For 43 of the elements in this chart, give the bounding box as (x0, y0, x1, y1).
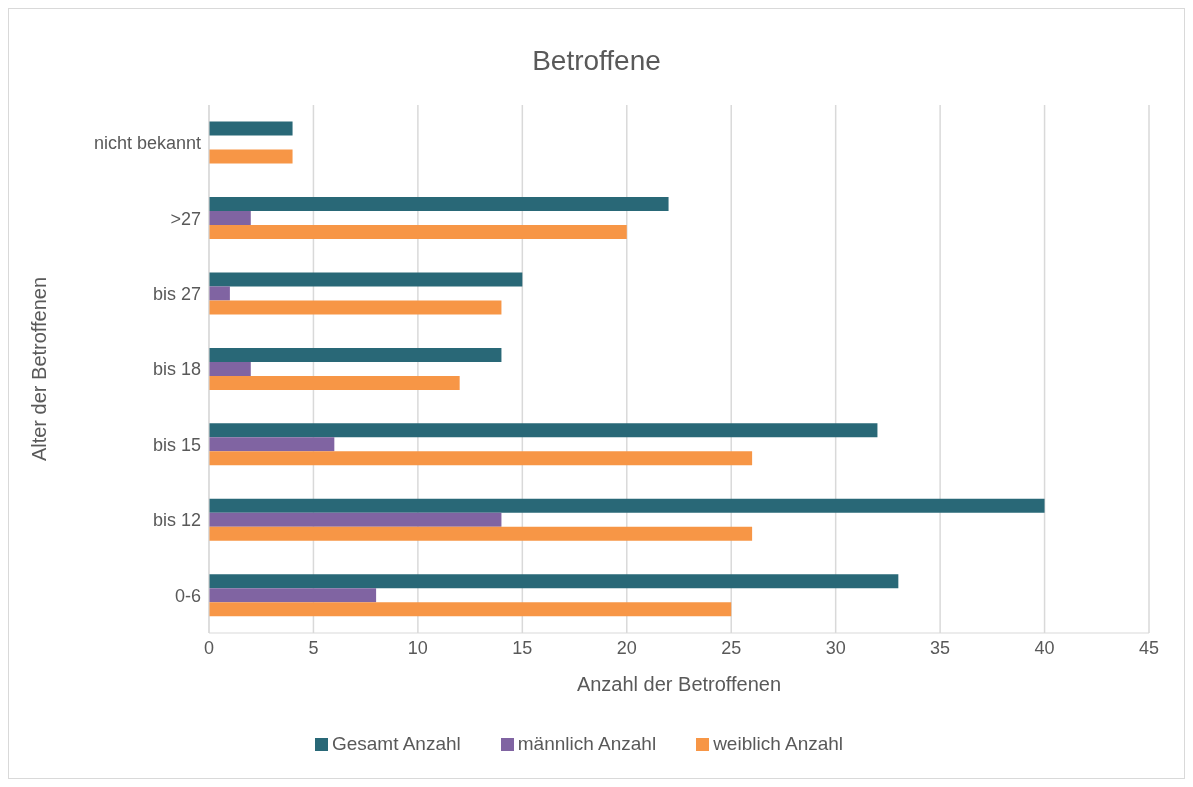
y-axis-title: Alter der Betroffenen (28, 276, 51, 462)
bar (209, 602, 732, 617)
bar (209, 375, 460, 390)
x-tick-label: 40 (1034, 637, 1055, 658)
y-tick-label: 0-6 (174, 585, 201, 606)
x-tick-label: 45 (1138, 637, 1160, 658)
y-tick-label: bis 18 (152, 359, 201, 380)
y-tick-label: >27 (170, 208, 201, 229)
legend-label: Gesamt Anzahl (331, 733, 461, 754)
bar (209, 588, 377, 603)
x-tick-label: 30 (825, 637, 846, 658)
y-tick-label: bis 12 (152, 510, 201, 531)
legend-label: männlich Anzahl (517, 733, 657, 754)
legend-label: weiblich Anzahl (713, 733, 844, 754)
y-tick-label: nicht bekannt (93, 133, 201, 154)
bar (209, 512, 502, 527)
bar (209, 286, 230, 301)
bar (209, 574, 899, 589)
x-tick-label: 20 (616, 637, 637, 658)
x-tick-label: 15 (512, 637, 533, 658)
bar (209, 225, 627, 240)
bar (209, 526, 753, 541)
bar (209, 423, 878, 438)
bar (209, 498, 1045, 513)
bar (209, 300, 502, 315)
y-tick-label: bis 15 (152, 434, 201, 455)
bar (209, 197, 669, 212)
x-axis-title: Anzahl der Betroffenen (576, 673, 782, 695)
bar (209, 272, 523, 287)
bar (209, 211, 251, 226)
chart-title: Betroffene (531, 44, 662, 78)
bar (209, 149, 293, 164)
bar (209, 437, 335, 452)
bar (209, 347, 502, 362)
x-tick-label: 5 (308, 637, 319, 658)
x-tick-label: 10 (407, 637, 428, 658)
x-tick-label: 35 (930, 637, 951, 658)
x-tick-label: 0 (203, 637, 215, 658)
bar (209, 451, 753, 466)
y-tick-label: bis 27 (152, 283, 201, 304)
bar (209, 121, 293, 136)
x-tick-label: 25 (721, 637, 742, 658)
bar (209, 361, 251, 376)
